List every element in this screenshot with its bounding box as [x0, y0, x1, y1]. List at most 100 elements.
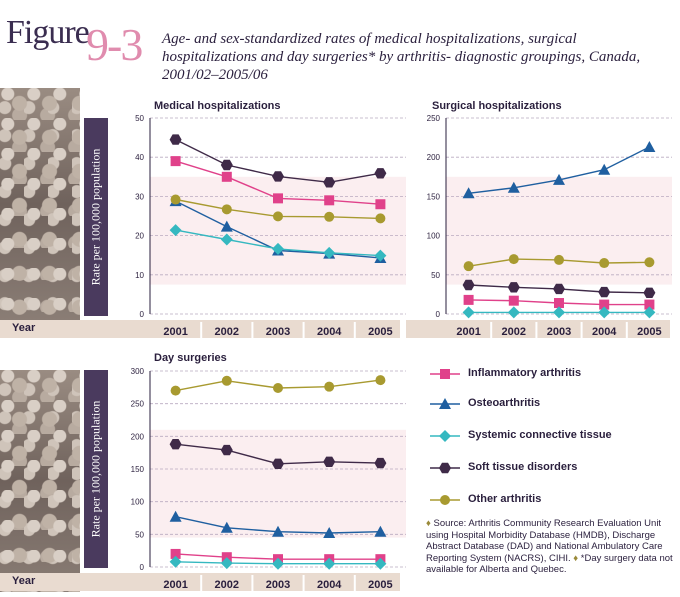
data-point	[170, 194, 181, 205]
legend-item-soft-tissue: Soft tissue disorders	[428, 458, 668, 478]
year-bar-bottom	[0, 573, 400, 591]
y-axis-label-top: Rate per 100,000 population	[84, 118, 108, 316]
y-tick-label: 50	[135, 114, 144, 123]
data-point	[221, 204, 232, 215]
data-point	[324, 211, 335, 222]
data-point	[220, 159, 233, 171]
x-tick-label: 2005	[637, 326, 661, 338]
data-point	[374, 457, 387, 469]
data-point	[221, 375, 232, 386]
data-point	[323, 527, 336, 539]
y-tick-label: 40	[135, 153, 144, 162]
data-point	[220, 521, 233, 533]
data-point	[643, 287, 656, 298]
source-text: Source: Arthritis Community Research Eva…	[426, 518, 663, 564]
data-point	[169, 134, 182, 145]
panel-title-day: Day surgeries	[154, 352, 227, 364]
x-tick-label: 2005	[368, 579, 392, 591]
y-tick-label: 0	[140, 310, 145, 319]
chart-day-surgeries: 0 50 100 150 200 250 300 2001 2002 2003 2004 2005	[131, 367, 406, 593]
data-point	[644, 257, 655, 268]
x-tick-label: 2005	[368, 326, 392, 338]
panel-title-medical: Medical hospitalizations	[154, 100, 281, 112]
y-tick-label: 20	[135, 232, 144, 241]
crowd-photo-bottom	[0, 370, 80, 592]
legend-marker-triangle	[430, 398, 460, 409]
x-tick-label: 2004	[317, 579, 342, 591]
x-tick-label: 2001	[456, 326, 480, 338]
data-point	[272, 525, 284, 537]
legend-marker	[439, 462, 451, 474]
legend-marker-hexagon	[430, 462, 460, 474]
data-point	[272, 242, 284, 255]
data-point	[643, 306, 656, 319]
data-point	[463, 261, 474, 272]
legend-item-inflammatory: Inflammatory arthritis	[428, 364, 668, 384]
data-point	[508, 254, 519, 265]
data-point	[507, 306, 520, 319]
data-point	[553, 283, 565, 295]
x-tick-label: 2002	[215, 579, 239, 591]
data-point	[323, 456, 336, 467]
year-bar-top-right	[406, 320, 670, 338]
data-point	[375, 199, 386, 210]
legend-marker-diamond	[430, 430, 460, 442]
data-point	[273, 193, 283, 204]
y-tick-label: 100	[427, 232, 441, 241]
data-point	[169, 510, 182, 522]
data-point	[644, 299, 655, 310]
legend-item-other: Other arthritis	[428, 490, 668, 510]
y-tick-label: 250	[131, 400, 145, 409]
y-tick-label: 0	[140, 563, 145, 572]
figure-title: Age- and sex-standardized rates of medic…	[162, 31, 641, 83]
data-point	[323, 557, 336, 570]
data-point	[169, 224, 182, 237]
x-tick-label: 2003	[547, 326, 571, 338]
plot-band	[446, 176, 672, 285]
legend-marker	[439, 398, 451, 409]
data-point	[374, 249, 387, 262]
year-bar-top-left	[0, 320, 400, 338]
data-point	[462, 279, 475, 291]
data-point	[170, 156, 181, 167]
data-point	[463, 294, 474, 305]
data-point	[323, 177, 336, 188]
chart-surgical-hospitalizations: 0 50 100 150 200 250 2001 2002 2003 2004 2005	[427, 114, 672, 340]
crowd-photo-top	[0, 88, 80, 320]
data-point	[221, 171, 232, 182]
data-point	[375, 375, 386, 386]
data-point	[374, 557, 387, 570]
y-tick-label: 150	[131, 465, 145, 474]
data-point	[599, 258, 610, 269]
panel-title-surgical: Surgical hospitalizations	[432, 100, 562, 112]
data-point	[375, 213, 386, 224]
data-point	[170, 548, 181, 559]
data-point	[220, 444, 233, 456]
y-tick-label: 200	[427, 153, 441, 162]
y-tick-label: 0	[436, 310, 441, 319]
data-point	[554, 298, 564, 309]
legend-item-systemic: Systemic connective tissue	[428, 426, 668, 446]
data-point	[507, 181, 520, 193]
data-point	[273, 211, 283, 222]
source-footnote: *Day surgery data not available for Albe…	[426, 552, 673, 576]
source-note: ♦ Source: Arthritis Community Research E…	[426, 518, 676, 576]
y-tick-label: 10	[135, 271, 144, 280]
legend-marker	[440, 495, 450, 505]
data-point	[643, 141, 656, 153]
source-marker-2: ♦	[573, 552, 579, 564]
x-tick-label: 2003	[266, 326, 290, 338]
data-point	[598, 306, 611, 319]
x-tick-label: 2001	[163, 579, 187, 591]
legend-marker-square	[430, 369, 460, 379]
data-point	[272, 171, 284, 182]
data-point	[599, 299, 610, 310]
data-point	[272, 458, 284, 469]
year-label-bottom: Year	[12, 575, 36, 587]
year-label-top: Year	[12, 322, 36, 334]
x-tick-label: 2002	[215, 326, 239, 338]
data-point	[169, 439, 182, 450]
data-point	[374, 168, 387, 179]
chart-medical-hospitalizations: 0 10 20 30 40 50 2001 2002 2003 2004 2005	[135, 114, 406, 340]
data-point	[598, 286, 611, 298]
